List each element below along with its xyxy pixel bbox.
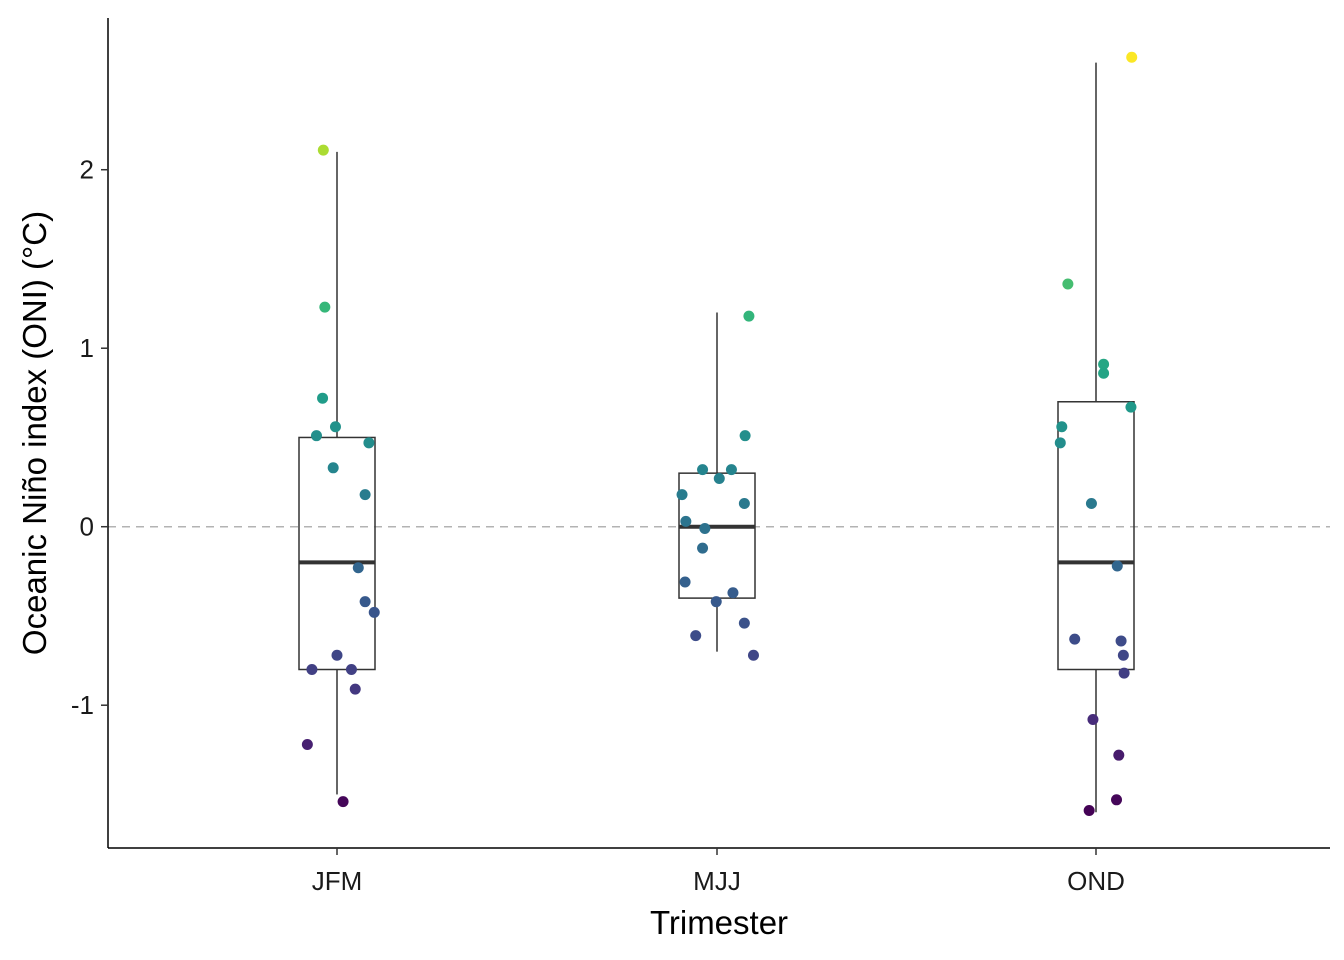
y-axis-title: Oceanic Niño index (ONI) (°C) xyxy=(16,211,53,655)
box-iqr xyxy=(298,436,376,671)
data-point xyxy=(1085,498,1097,510)
data-point xyxy=(363,437,375,449)
data-point xyxy=(697,542,709,554)
data-point xyxy=(680,515,692,527)
data-point xyxy=(738,498,750,510)
x-tick-label: MJJ xyxy=(693,866,741,896)
x-ticks: JFM MJJ OND xyxy=(312,848,1125,896)
boxplot-layer xyxy=(298,62,1135,813)
data-point xyxy=(739,430,751,442)
data-point xyxy=(697,464,709,476)
data-point xyxy=(301,738,313,750)
data-point xyxy=(747,649,759,661)
x-tick-label: OND xyxy=(1067,866,1125,896)
data-point xyxy=(1117,649,1129,661)
data-point xyxy=(1056,421,1068,433)
data-point xyxy=(359,489,371,501)
data-point xyxy=(331,649,343,661)
box-jfm xyxy=(298,151,376,795)
box-ond xyxy=(1057,62,1135,813)
box-iqr xyxy=(678,472,756,599)
y-ticks: -1 0 1 2 xyxy=(71,155,108,720)
data-point xyxy=(1098,367,1110,379)
data-point xyxy=(359,596,371,608)
data-point xyxy=(310,430,322,442)
y-tick-label: 0 xyxy=(80,512,94,542)
axes-layer: -1 0 1 2 JFM MJJ OND Trimester Oceanic Niño i… xyxy=(16,18,1330,941)
y-tick-label: 1 xyxy=(80,333,94,363)
data-point xyxy=(1126,51,1138,63)
data-point xyxy=(676,489,688,501)
y-tick-label: -1 xyxy=(71,690,94,720)
data-point xyxy=(1113,749,1125,761)
data-point xyxy=(317,392,329,404)
data-point xyxy=(725,464,737,476)
data-point xyxy=(1111,794,1123,806)
data-point xyxy=(1125,401,1137,413)
x-axis-title: Trimester xyxy=(650,904,788,941)
data-point xyxy=(713,473,725,485)
data-point xyxy=(1098,358,1110,370)
data-point xyxy=(699,522,711,534)
data-point xyxy=(690,630,702,642)
data-point xyxy=(345,664,357,676)
jitter-points-layer xyxy=(301,51,1138,817)
data-point xyxy=(317,144,329,156)
data-point xyxy=(352,562,364,574)
data-point xyxy=(337,796,349,808)
data-point xyxy=(710,596,722,608)
data-point xyxy=(1115,635,1127,647)
data-point xyxy=(1111,560,1123,572)
x-tick-label: JFM xyxy=(312,866,363,896)
y-tick-label: 2 xyxy=(80,155,94,185)
data-point xyxy=(368,606,380,618)
data-point xyxy=(319,301,331,313)
data-point xyxy=(1069,633,1081,645)
data-point xyxy=(1054,437,1066,449)
data-point xyxy=(727,587,739,599)
data-point xyxy=(1118,667,1130,679)
data-point xyxy=(1062,278,1074,290)
data-point xyxy=(679,576,691,588)
box-iqr xyxy=(1057,401,1135,671)
data-point xyxy=(327,462,339,474)
data-point xyxy=(1087,713,1099,725)
data-point xyxy=(738,617,750,629)
data-point xyxy=(743,310,755,322)
data-point xyxy=(306,664,318,676)
data-point xyxy=(1083,805,1095,817)
data-point xyxy=(329,421,341,433)
data-point xyxy=(349,683,361,695)
